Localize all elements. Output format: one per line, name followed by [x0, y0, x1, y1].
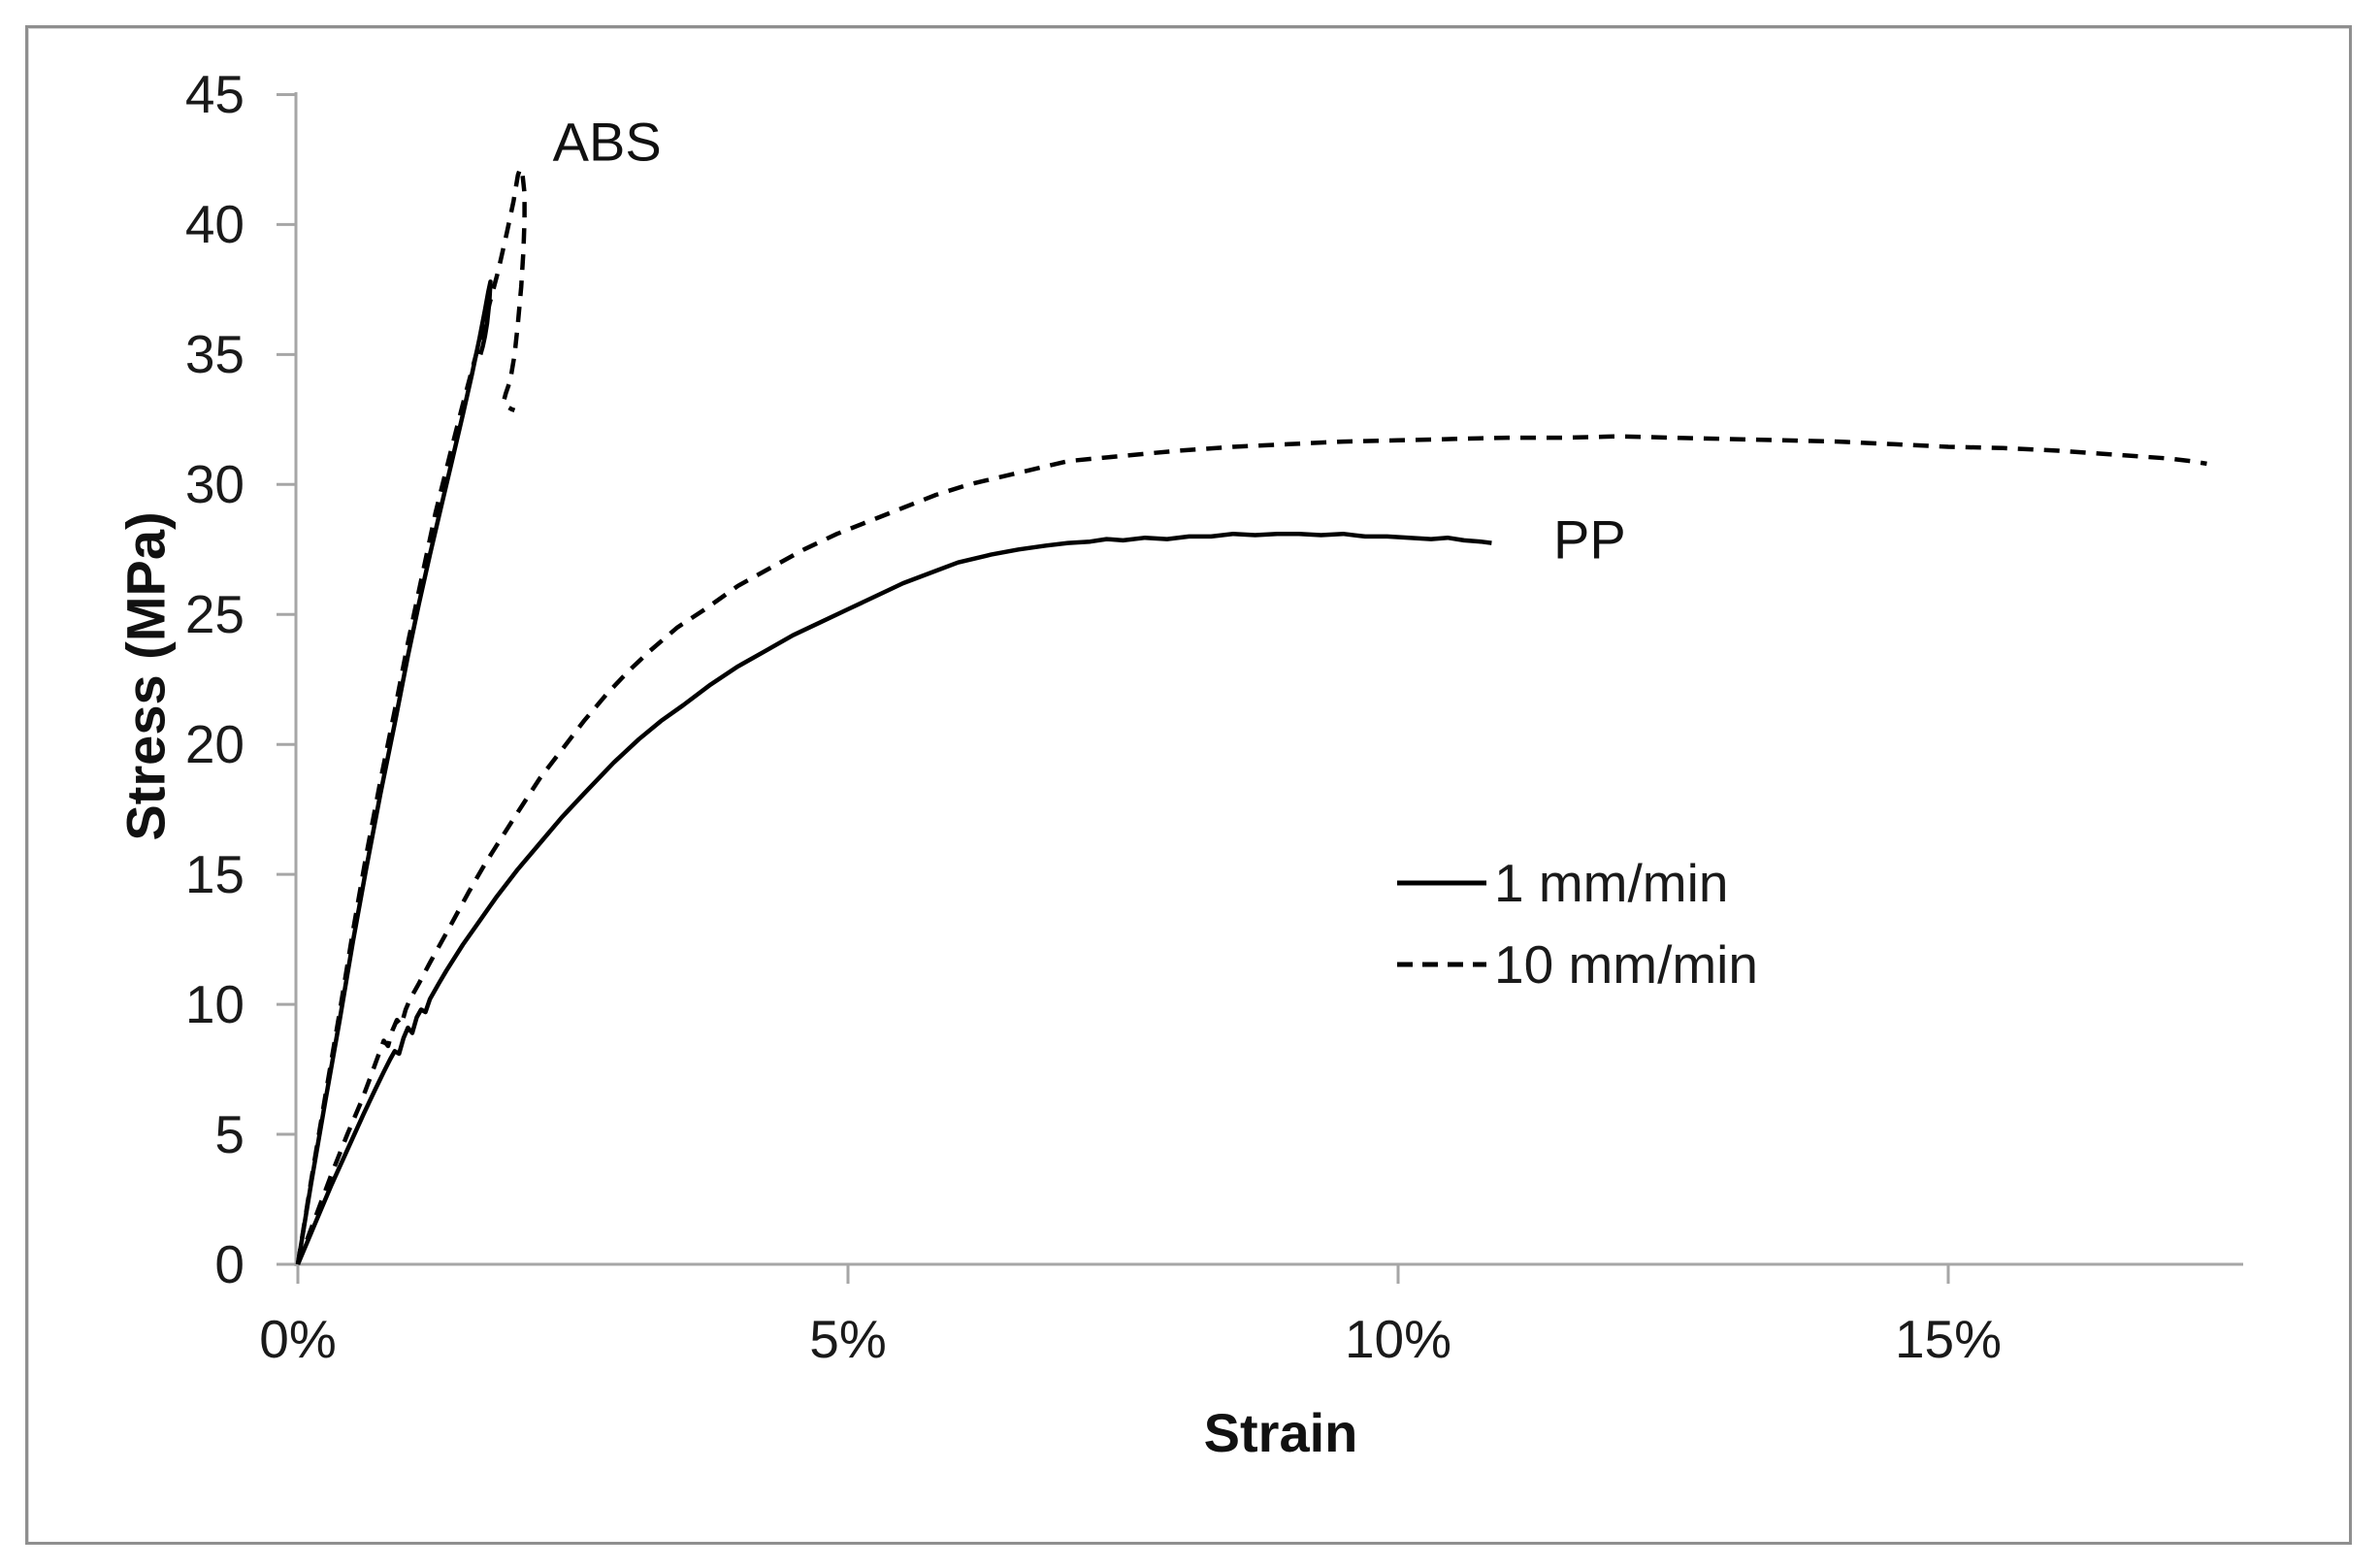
- x-axis-title: Strain: [1203, 1402, 1358, 1463]
- x-tick-label: 0%: [259, 1309, 337, 1369]
- legend: 1 mm/min 10 mm/min: [1397, 842, 1758, 1005]
- chart-border-frame: [25, 25, 2352, 1545]
- y-tick-label: 25: [184, 584, 245, 645]
- x-tick-label: 15%: [1894, 1309, 2003, 1369]
- y-tick-label: 45: [184, 64, 245, 125]
- y-tick-label: 0: [214, 1234, 245, 1294]
- x-tick-label: 10%: [1344, 1309, 1452, 1369]
- y-axis-title: Stress (MPa): [114, 511, 177, 841]
- legend-dashed-line-swatch: [1397, 962, 1486, 967]
- legend-label-10mm: 10 mm/min: [1494, 934, 1758, 995]
- legend-row-solid: 1 mm/min: [1397, 842, 1758, 924]
- legend-solid-line-swatch: [1397, 880, 1486, 886]
- y-tick-label: 40: [184, 194, 245, 255]
- y-tick-label: 15: [184, 844, 245, 905]
- y-tick-label: 20: [184, 714, 245, 775]
- series-label-abs: ABS: [552, 111, 662, 173]
- curve-abs-1mmmin: [295, 279, 493, 1265]
- curve-abs-10mmmin: [295, 166, 527, 1265]
- x-tick-label: 5%: [809, 1309, 887, 1369]
- legend-row-dashed: 10 mm/min: [1397, 924, 1758, 1005]
- legend-label-1mm: 1 mm/min: [1494, 853, 1729, 913]
- y-tick-label: 35: [184, 324, 245, 385]
- curve-pp-1mmmin: [295, 531, 1492, 1265]
- y-tick-label: 5: [214, 1104, 245, 1165]
- curve-pp-10mmmin: [295, 434, 2207, 1265]
- y-tick-label: 10: [184, 974, 245, 1035]
- series-label-pp: PP: [1552, 508, 1626, 571]
- y-tick-label: 30: [184, 454, 245, 515]
